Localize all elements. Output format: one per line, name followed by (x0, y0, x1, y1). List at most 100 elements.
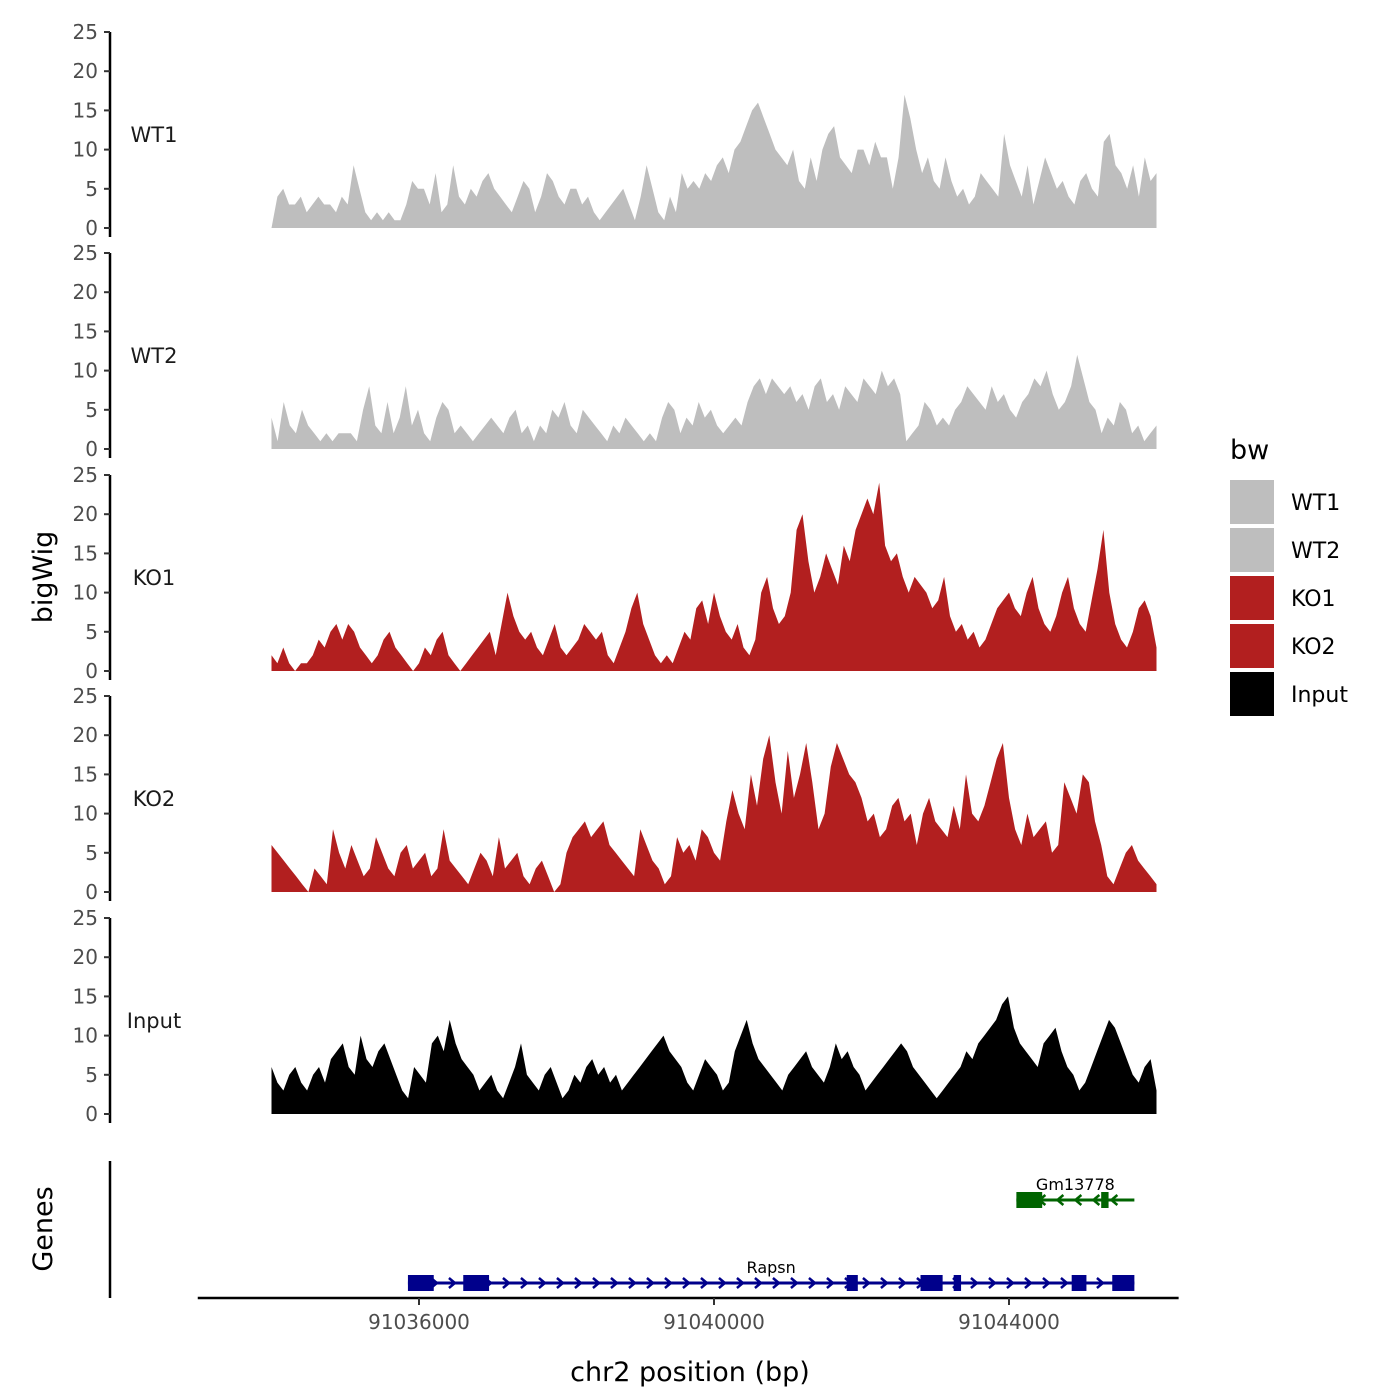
gene-exon (1016, 1192, 1043, 1208)
y-tick-label: 15 (73, 98, 98, 122)
track-label: KO2 (133, 787, 176, 811)
strand-arrow (556, 1277, 565, 1289)
track-label: WT1 (131, 123, 178, 147)
track-ko1: 0 5 10 15 20 25 KO1 (73, 463, 1157, 683)
strand-arrow (682, 1277, 691, 1289)
y-tick-label: 25 (73, 20, 98, 44)
y-tick-label: 10 (73, 1024, 98, 1048)
legend-key-ko2 (1230, 624, 1274, 668)
x-tick-label: 91044000 (958, 1310, 1060, 1334)
gene-label: Rapsn (747, 1258, 796, 1277)
strand-arrow (610, 1277, 619, 1289)
y-tick-label: 5 (85, 620, 98, 644)
x-tick-label: 91040000 (663, 1310, 765, 1334)
gene-exon (953, 1275, 962, 1291)
gene-gm13778: Gm13778 (1016, 1175, 1135, 1208)
y-tick-label: 15 (73, 984, 98, 1008)
y-tick-label: 5 (85, 1063, 98, 1087)
gene-exon (920, 1275, 943, 1291)
legend: bw WT1 WT2 KO1 KO2 Input (1230, 435, 1348, 716)
strand-arrow (1109, 1194, 1119, 1206)
track-input: 0 5 10 15 20 25 Input (73, 906, 1157, 1126)
y-tick-label: 5 (85, 398, 98, 422)
track-label: WT2 (131, 344, 178, 368)
area-ko1 (271, 482, 1157, 671)
y-tick-label: 25 (73, 906, 98, 930)
y-tick-label: 20 (73, 945, 98, 969)
y-tick-label: 25 (73, 241, 98, 265)
gene-label: Gm13778 (1036, 1175, 1115, 1194)
y-tick-label: 5 (85, 177, 98, 201)
track-wt2: 0 5 10 15 20 25 WT2 (73, 241, 1157, 461)
genes-axis-title: Genes (28, 1186, 59, 1271)
legend-label: KO2 (1291, 635, 1336, 660)
strand-arrow (1042, 1277, 1051, 1289)
y-tick-label: 25 (73, 684, 98, 708)
strand-arrow (736, 1277, 745, 1289)
strand-arrow (1006, 1277, 1015, 1289)
strand-arrow (1073, 1194, 1083, 1206)
y-tick-label: 10 (73, 802, 98, 826)
gene-exon (1071, 1275, 1087, 1291)
strand-arrow (592, 1277, 601, 1289)
area-wt2 (271, 354, 1157, 449)
bigwig-tracks: 0 5 10 15 20 25 WT1 0 5 10 15 20 25 WT2 0 5 10 15 20 25 KO1 0… (73, 20, 1157, 1126)
strand-arrow (664, 1277, 673, 1289)
strand-arrow (898, 1277, 907, 1289)
y-tick-label: 20 (73, 502, 98, 526)
legend-key-input (1230, 672, 1274, 716)
strand-arrow (502, 1277, 511, 1289)
gene-exon (407, 1275, 434, 1291)
strand-arrow (988, 1277, 997, 1289)
y-tick-label: 20 (73, 280, 98, 304)
legend-label: WT2 (1291, 539, 1340, 564)
y-tick-label: 0 (85, 216, 98, 240)
legend-label: Input (1291, 683, 1348, 708)
area-wt1 (271, 94, 1157, 228)
gene-exon (846, 1275, 858, 1291)
y-tick-label: 10 (73, 359, 98, 383)
y-tick-label: 10 (73, 581, 98, 605)
y-tick-label: 25 (73, 463, 98, 487)
strand-arrow (808, 1277, 817, 1289)
gene-rapsn: Rapsn (407, 1258, 1135, 1291)
strand-arrow (1091, 1194, 1101, 1206)
y-tick-label: 15 (73, 319, 98, 343)
y-tick-label: 5 (85, 841, 98, 865)
strand-arrow (862, 1277, 871, 1289)
strand-arrow (1060, 1277, 1069, 1289)
legend-label: WT1 (1291, 491, 1340, 516)
strand-arrow (1096, 1277, 1105, 1289)
legend-key-wt1 (1230, 480, 1274, 524)
strand-arrow (646, 1277, 655, 1289)
track-ko2: 0 5 10 15 20 25 KO2 (73, 684, 1157, 904)
track-wt1: 0 5 10 15 20 25 WT1 (73, 20, 1157, 240)
legend-key-ko1 (1230, 576, 1274, 620)
strand-arrow (1024, 1277, 1033, 1289)
y-tick-label: 20 (73, 723, 98, 747)
strand-arrow (448, 1277, 457, 1289)
track-label: KO1 (133, 566, 176, 590)
legend-key-wt2 (1230, 528, 1274, 572)
strand-arrow (574, 1277, 583, 1289)
strand-arrow (970, 1277, 979, 1289)
strand-arrow (880, 1277, 889, 1289)
strand-arrow (718, 1277, 727, 1289)
strand-arrow (754, 1277, 763, 1289)
strand-arrow (790, 1277, 799, 1289)
strand-arrow (520, 1277, 529, 1289)
strand-arrow (826, 1277, 835, 1289)
gene-exon (1101, 1192, 1109, 1208)
y-tick-label: 0 (85, 1102, 98, 1126)
genes-panel: Rapsn Gm13778 (108, 1161, 1135, 1298)
gene-exon (463, 1275, 490, 1291)
strand-arrow (700, 1277, 709, 1289)
strand-arrow (628, 1277, 637, 1289)
area-input (271, 996, 1157, 1114)
y-tick-label: 15 (73, 762, 98, 786)
y-tick-label: 0 (85, 437, 98, 461)
legend-title: bw (1230, 435, 1269, 466)
strand-arrow (538, 1277, 547, 1289)
y-tick-label: 15 (73, 541, 98, 565)
